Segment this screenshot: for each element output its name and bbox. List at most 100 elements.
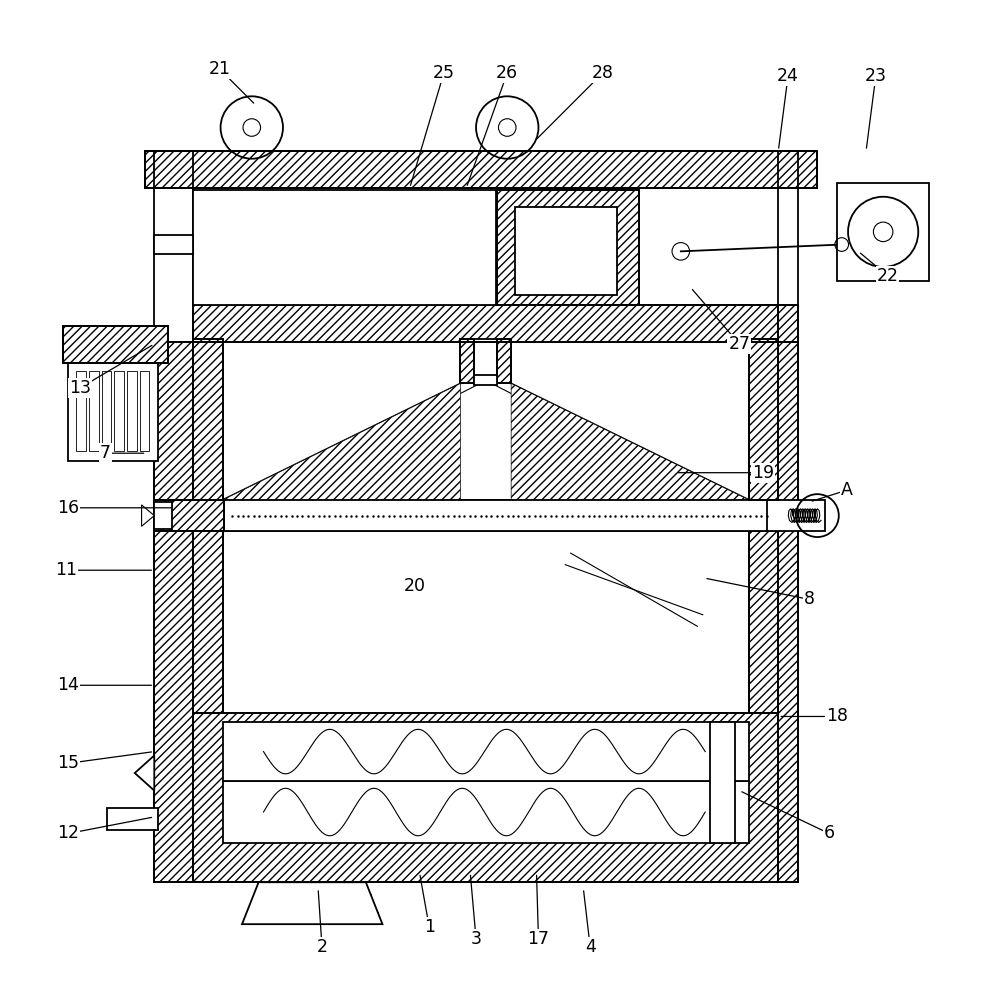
Bar <box>460 339 511 383</box>
Text: 12: 12 <box>58 824 80 842</box>
Bar <box>473 375 497 385</box>
Text: 1: 1 <box>423 918 434 936</box>
Text: 27: 27 <box>728 335 749 353</box>
Bar <box>193 531 223 713</box>
Bar <box>497 339 511 383</box>
Bar <box>154 235 193 254</box>
Text: A: A <box>840 481 852 499</box>
Bar <box>193 531 223 713</box>
Bar <box>101 371 111 451</box>
Text: 13: 13 <box>70 379 91 397</box>
Bar <box>777 305 797 342</box>
Circle shape <box>873 222 892 242</box>
Bar <box>193 305 777 342</box>
Text: 24: 24 <box>776 67 798 85</box>
Bar <box>63 326 168 363</box>
Bar <box>77 371 85 451</box>
Text: 2: 2 <box>316 938 327 956</box>
Bar <box>777 342 797 882</box>
Text: 25: 25 <box>432 64 454 82</box>
Bar <box>139 371 149 451</box>
Bar <box>703 806 716 818</box>
Bar <box>116 812 130 826</box>
Bar <box>710 722 735 843</box>
Bar <box>765 500 824 531</box>
Text: 22: 22 <box>876 267 898 285</box>
Bar <box>460 339 473 383</box>
Bar <box>703 745 716 758</box>
Text: 11: 11 <box>56 561 78 579</box>
Bar <box>748 339 777 500</box>
Text: 6: 6 <box>823 824 834 842</box>
Bar <box>748 339 777 500</box>
Bar <box>127 371 136 451</box>
Bar <box>497 190 638 305</box>
Bar <box>460 339 473 383</box>
Bar <box>193 190 495 305</box>
Bar <box>193 339 777 500</box>
Text: 28: 28 <box>591 64 613 82</box>
Text: 18: 18 <box>825 707 847 725</box>
Bar <box>193 305 777 342</box>
Text: 4: 4 <box>584 938 595 956</box>
Bar <box>154 500 225 531</box>
Bar <box>777 342 797 882</box>
Bar <box>460 339 473 383</box>
Bar <box>748 531 777 713</box>
Bar <box>114 371 124 451</box>
Bar <box>225 500 779 531</box>
Text: 7: 7 <box>100 444 111 462</box>
Bar <box>154 342 193 882</box>
Polygon shape <box>223 383 461 500</box>
Bar <box>154 342 193 882</box>
Bar <box>193 339 223 500</box>
Text: 26: 26 <box>496 64 518 82</box>
Bar <box>88 371 98 451</box>
Text: 17: 17 <box>527 930 549 948</box>
Bar <box>515 207 617 295</box>
Bar <box>193 305 777 342</box>
Bar <box>777 305 797 342</box>
Polygon shape <box>242 882 382 924</box>
Text: 20: 20 <box>404 577 425 595</box>
Text: 14: 14 <box>58 676 80 694</box>
Bar <box>144 151 816 188</box>
Bar <box>63 326 168 363</box>
Polygon shape <box>134 755 154 791</box>
Bar <box>497 190 638 305</box>
Circle shape <box>498 119 516 136</box>
Bar <box>497 339 511 383</box>
Bar <box>154 500 225 531</box>
Bar <box>193 339 223 500</box>
Polygon shape <box>510 383 748 500</box>
Bar <box>497 339 511 383</box>
Text: 3: 3 <box>470 930 481 948</box>
Text: 19: 19 <box>750 464 773 482</box>
Bar <box>497 190 638 305</box>
Bar <box>193 713 777 882</box>
Bar <box>144 151 816 188</box>
Bar <box>154 502 172 529</box>
Bar <box>154 342 193 882</box>
Text: 21: 21 <box>209 60 231 78</box>
Circle shape <box>243 119 260 136</box>
Bar <box>193 713 777 882</box>
Bar <box>193 713 777 882</box>
Bar <box>69 362 158 461</box>
Bar <box>748 339 777 500</box>
Text: 16: 16 <box>58 499 80 517</box>
Text: 8: 8 <box>803 590 814 608</box>
Bar <box>193 531 777 713</box>
Polygon shape <box>141 505 154 526</box>
Bar <box>223 722 748 781</box>
Bar <box>223 781 748 843</box>
Text: 15: 15 <box>58 754 80 772</box>
Bar <box>228 745 241 758</box>
Bar <box>144 151 816 188</box>
Bar <box>748 531 777 713</box>
Bar <box>748 531 777 713</box>
Text: 23: 23 <box>864 67 886 85</box>
Bar <box>107 808 158 830</box>
Bar <box>777 305 797 342</box>
Bar <box>154 500 225 531</box>
